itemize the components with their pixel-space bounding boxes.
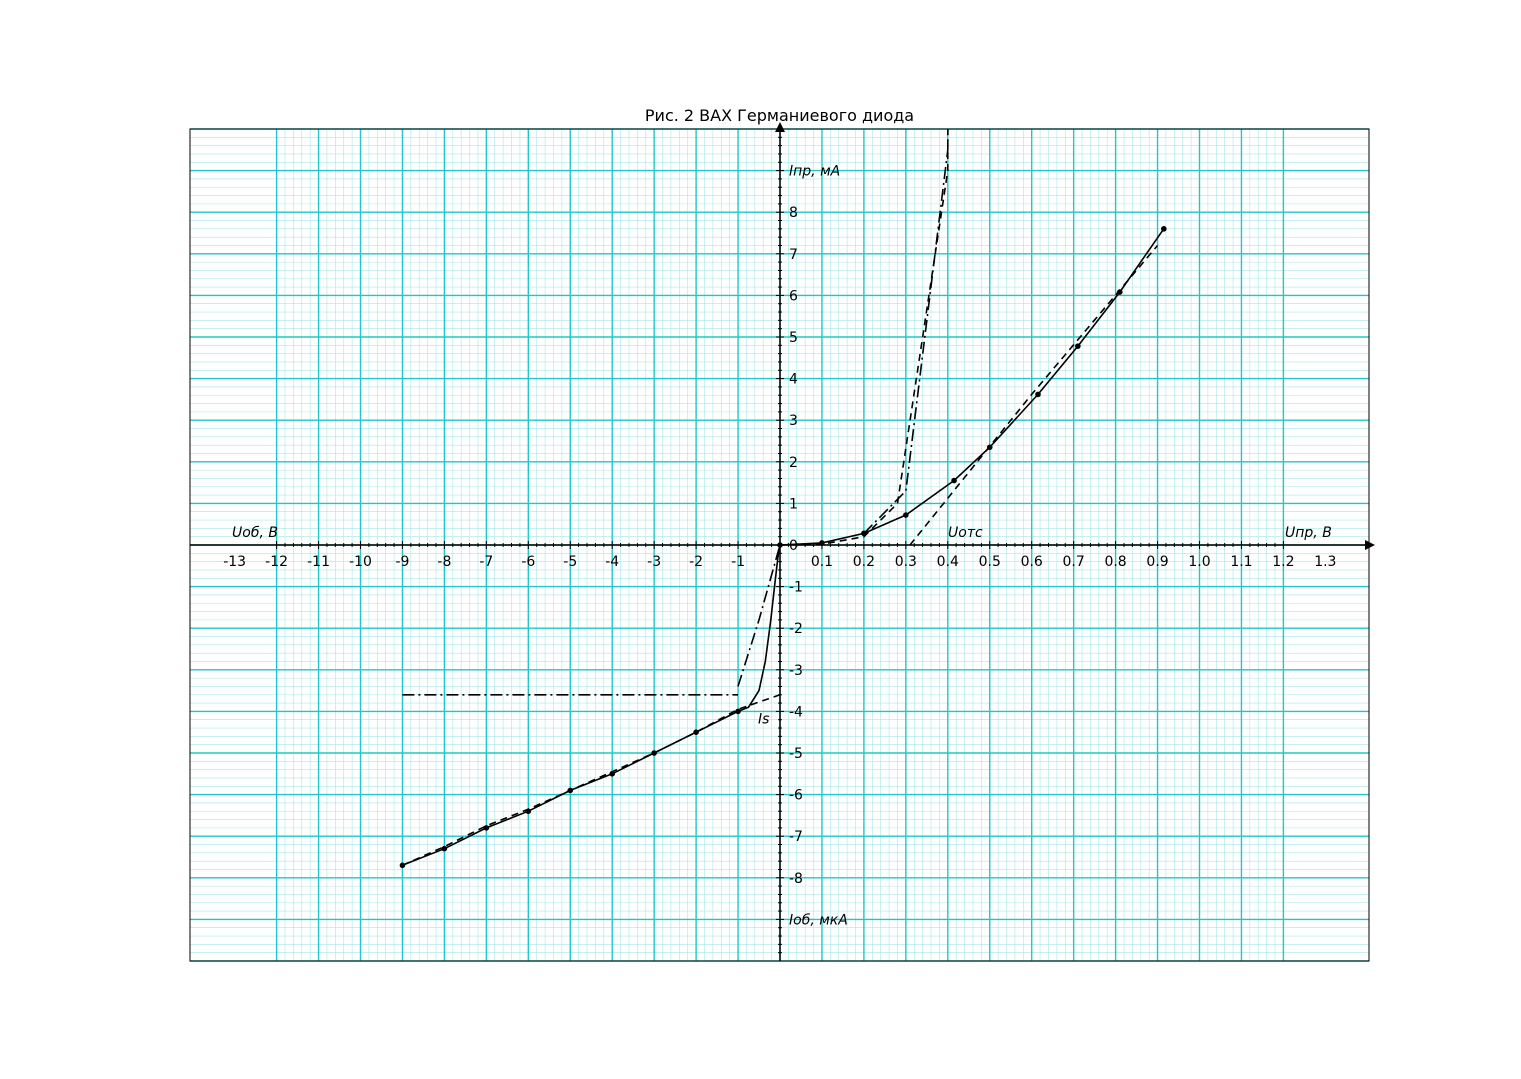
x-tick-label: -12 bbox=[265, 554, 288, 570]
cutoff-voltage-annotation: Uотс bbox=[948, 525, 983, 541]
data-point-marker bbox=[483, 825, 490, 831]
y-tick-label: 8 bbox=[789, 205, 798, 221]
saturation-current-annotation: Is bbox=[758, 712, 769, 728]
data-point-marker bbox=[1161, 226, 1167, 232]
x-tick-label: 1.1 bbox=[1230, 554, 1252, 570]
x-tick-label: 0.4 bbox=[937, 554, 959, 570]
y-tick-label: -5 bbox=[789, 746, 803, 762]
x-tick-label: 0.9 bbox=[1146, 554, 1168, 570]
x-tick-label: -5 bbox=[563, 554, 577, 570]
y-tick-label: -2 bbox=[789, 621, 803, 637]
x-axis-arrow-icon bbox=[1365, 540, 1375, 550]
y-tick-label: 6 bbox=[789, 288, 798, 304]
x-tick-label: -8 bbox=[437, 554, 451, 570]
x-tick-label: 1.0 bbox=[1188, 554, 1210, 570]
data-point-marker bbox=[651, 750, 657, 756]
x-tick-label: 0.5 bbox=[979, 554, 1001, 570]
y-tick-label: 7 bbox=[789, 247, 798, 263]
x-tick-label: 0.1 bbox=[811, 554, 833, 570]
series-clip-group bbox=[399, 129, 1167, 869]
series-group bbox=[399, 129, 1167, 869]
data-point-marker bbox=[1075, 343, 1081, 349]
series-3-reverse-line bbox=[402, 694, 781, 867]
x-tick-label: -2 bbox=[689, 554, 703, 570]
forward-voltage-axis-label: Uпр, В bbox=[1285, 525, 1332, 541]
y-tick-label: -7 bbox=[789, 829, 803, 845]
x-tick-label: 0.3 bbox=[895, 554, 917, 570]
reverse-current-axis-label: Iоб, мкА bbox=[789, 912, 848, 928]
series-3-forward-tangent-line bbox=[909, 244, 1159, 546]
series-3-forward-line bbox=[779, 129, 949, 546]
y-tick-label: 0 bbox=[789, 538, 798, 554]
forward-current-axis-label: Iпр, мА bbox=[789, 164, 840, 180]
series-4-reverse-line bbox=[737, 544, 781, 687]
data-point-marker bbox=[441, 845, 448, 852]
x-tick-label: -11 bbox=[307, 554, 330, 570]
x-tick-label: 0.8 bbox=[1104, 554, 1126, 570]
y-tick-label: 1 bbox=[789, 496, 798, 512]
x-tick-label: -4 bbox=[605, 554, 619, 570]
y-tick-label: -8 bbox=[789, 871, 803, 887]
series-1-forward-line bbox=[779, 228, 1165, 546]
x-tick-label: -3 bbox=[647, 554, 661, 570]
y-tick-label: -1 bbox=[789, 580, 803, 596]
y-tick-label: 2 bbox=[789, 455, 798, 471]
x-tick-label: 1.2 bbox=[1272, 554, 1294, 570]
y-tick-label: 5 bbox=[789, 330, 798, 346]
series-2-reverse-line bbox=[737, 544, 781, 713]
y-tick-label: -6 bbox=[789, 788, 803, 804]
tick-labels: 0.1 0.2 0.3 0.4 0.5 0.6 0.7 0.8 0.9 1.0 1.1 1.2 1.3 -… bbox=[223, 205, 1336, 887]
data-point-marker bbox=[1035, 391, 1041, 398]
y-tick-label: 3 bbox=[789, 413, 798, 429]
y-tick-label: -4 bbox=[789, 704, 803, 720]
x-tick-label: 0.2 bbox=[853, 554, 875, 570]
data-point-marker bbox=[903, 512, 909, 518]
chart-title: Рис. 2 ВАХ Германиевого диода bbox=[645, 106, 914, 125]
x-tick-label: 0.7 bbox=[1063, 554, 1085, 570]
x-tick-label: -10 bbox=[349, 554, 372, 570]
y-tick-label: 4 bbox=[789, 372, 798, 388]
x-tick-label: -7 bbox=[479, 554, 493, 570]
axes bbox=[190, 122, 1375, 962]
data-point-marker bbox=[951, 477, 957, 484]
x-tick-label: 1.3 bbox=[1314, 554, 1336, 570]
x-tick-label: -13 bbox=[223, 554, 246, 570]
reverse-voltage-axis-label: Uоб, В bbox=[232, 525, 278, 541]
series-4-forward-line bbox=[863, 129, 949, 534]
y-tick-label: -3 bbox=[789, 663, 803, 679]
x-tick-label: -9 bbox=[395, 554, 409, 570]
x-tick-label: -1 bbox=[731, 554, 745, 570]
x-tick-label: -6 bbox=[521, 554, 535, 570]
x-tick-label: 0.6 bbox=[1021, 554, 1043, 570]
